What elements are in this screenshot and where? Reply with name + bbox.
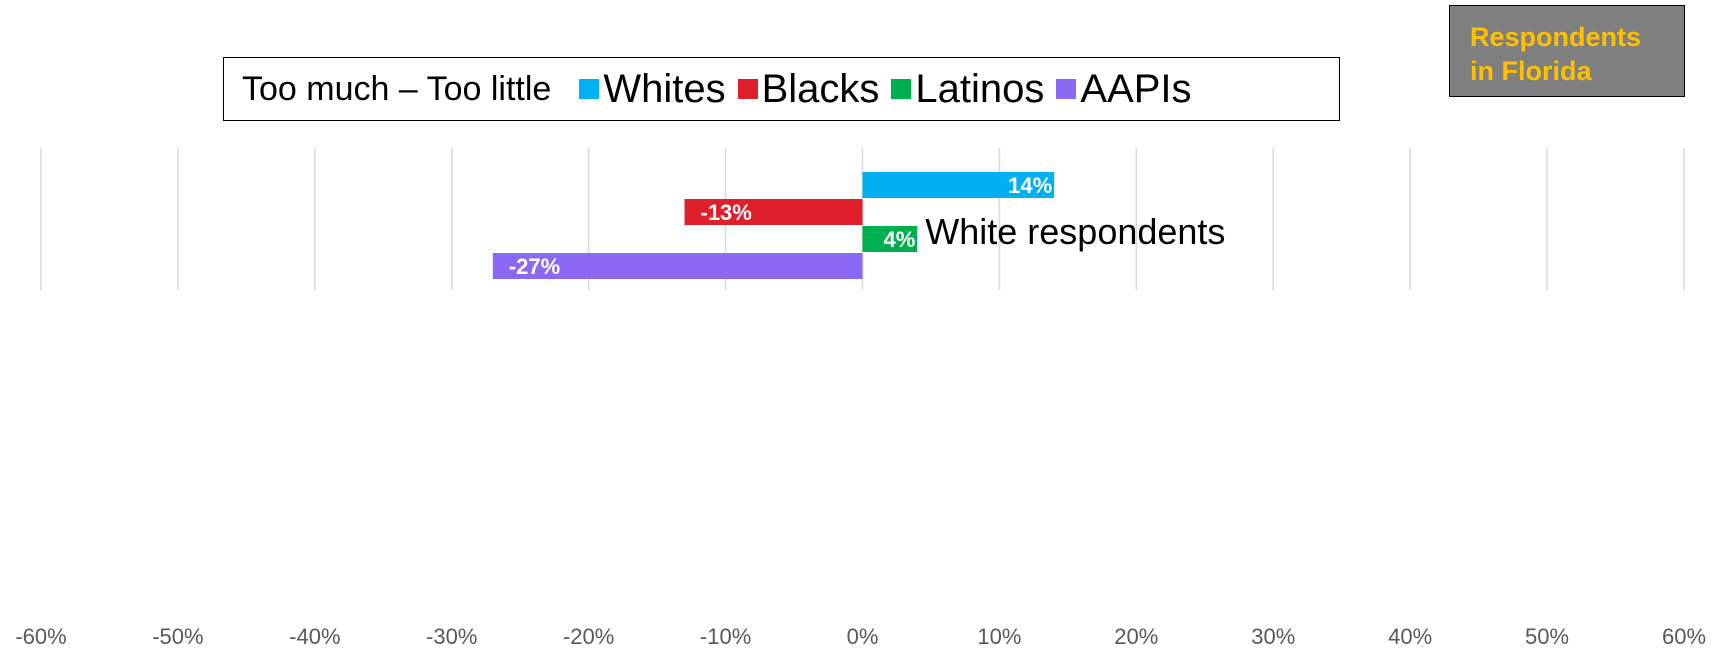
x-tick-label: -50% — [152, 624, 203, 649]
x-tick-label: -40% — [289, 624, 340, 649]
x-axis-ticks: -60% -50% -40% -30% -20% -10% 0% 10% 20% 30% 40% 50… — [15, 624, 1706, 649]
legend-item-latinos: Latinos — [891, 67, 1044, 112]
legend-swatch-latinos — [891, 79, 912, 99]
bar-latinos — [862, 226, 918, 252]
data-label-latinos: 4% — [883, 227, 915, 252]
legend-swatch-whites — [579, 79, 600, 99]
badge-line-1: Respondents — [1470, 22, 1642, 52]
legend-label-aapis: AAPIs — [1080, 66, 1192, 111]
x-tick-label: 30% — [1251, 624, 1295, 649]
x-tick-label: -60% — [15, 624, 66, 649]
legend-item-aapis: AAPIs — [1056, 66, 1192, 112]
bar-aapis — [492, 253, 863, 279]
badge-line-2: in Florida — [1470, 56, 1592, 86]
x-tick-label: 40% — [1388, 624, 1432, 649]
legend-swatch-blacks — [737, 79, 758, 99]
x-tick-label: -10% — [700, 624, 751, 649]
legend-item-whites: Whites — [579, 66, 726, 112]
x-tick-label: 10% — [977, 624, 1021, 649]
x-tick-label: -20% — [563, 624, 614, 649]
x-tick-label: -30% — [426, 624, 477, 649]
category-label: White respondents — [925, 211, 1225, 252]
legend-label-blacks: Blacks — [761, 66, 880, 111]
legend-label-whites: Whites — [603, 66, 726, 111]
chart-legend: Too much – Too little Whites Blacks Lati… — [223, 57, 1340, 121]
data-label-aapis: -27% — [509, 254, 560, 279]
data-label-blacks: -13% — [701, 200, 752, 225]
region-badge: Respondents in Florida — [1449, 5, 1685, 97]
bars: 14% -13% 4% -27% — [492, 172, 1055, 279]
legend-swatch-aapis — [1056, 79, 1077, 99]
x-tick-label: 20% — [1114, 624, 1158, 649]
legend-title: Too much – Too little — [242, 69, 552, 108]
x-tick-label: 60% — [1662, 624, 1706, 649]
bar-whites — [862, 172, 1055, 198]
legend-item-blacks: Blacks — [737, 66, 880, 112]
legend-label-latinos: Latinos — [915, 66, 1045, 111]
data-label-whites: 14% — [1008, 173, 1052, 198]
x-tick-label: 0% — [847, 624, 879, 649]
bar-blacks — [684, 199, 863, 225]
x-tick-label: 50% — [1525, 624, 1569, 649]
